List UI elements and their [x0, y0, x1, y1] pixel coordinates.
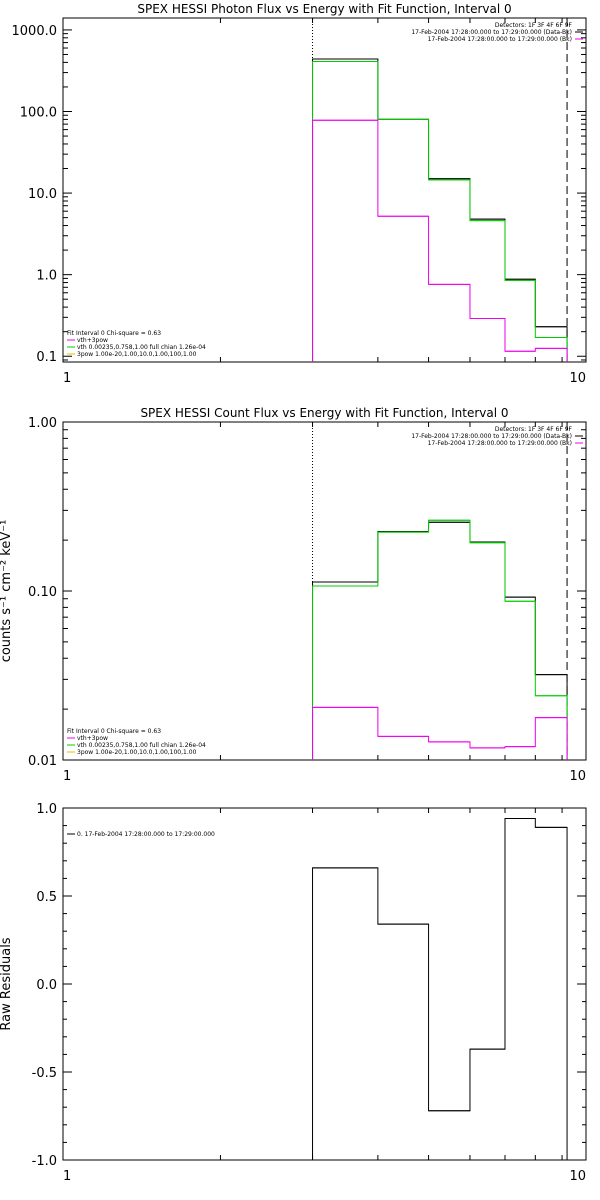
legend-entry: 17-Feb-2004 17:28:00.000 to 17:29:00.000… — [428, 36, 572, 43]
series-2 — [312, 119, 568, 362]
y-tick-label: -1.0 — [32, 1154, 57, 1169]
panel-2: SPEX HESSI Count Flux vs Energy with Fit… — [0, 406, 587, 784]
y-tick-label: 100.0 — [20, 106, 57, 121]
y-tick-label: 1.00 — [28, 416, 57, 431]
series-step-line — [312, 706, 568, 760]
legend-bottom-left: Fit Interval 0 Chi-square = 0.63vth+3pow… — [67, 728, 206, 756]
x-tick-label: 10 — [569, 769, 586, 784]
plot-frame — [62, 807, 587, 1161]
x-tick-label: 10 — [569, 1169, 586, 1184]
series-1 — [312, 61, 568, 362]
series-step-line — [312, 521, 568, 760]
y-tick-label: -0.5 — [32, 1066, 57, 1081]
series-0 — [312, 58, 568, 362]
y-tick-label: 1000.0 — [12, 24, 58, 39]
x-tick-label: 1 — [63, 769, 71, 784]
y-tick-label: 0.10 — [28, 585, 57, 600]
legend-entry: 17-Feb-2004 17:28:00.000 to 17:29:00.000… — [411, 433, 572, 440]
legend-entry: vth+3pow — [77, 735, 108, 742]
series-0 — [312, 818, 568, 1160]
legend-upper-left: 0. 17-Feb-2004 17:28:00.000 to 17:29:00.… — [67, 831, 215, 838]
panel-3: Raw Residuals 1 10 -1.0 -0.5 0.0 0.5 1.0 0. 17-F… — [0, 802, 587, 1184]
y-tick-label: 10.0 — [28, 187, 57, 202]
y-tick-label: 1.0 — [36, 269, 57, 284]
y-axis-label: Raw Residuals — [0, 937, 14, 1030]
chart-title: SPEX HESSI Count Flux vs Energy with Fit… — [140, 406, 508, 420]
series-1 — [312, 519, 568, 760]
y-tick-label: 0.0 — [36, 978, 57, 993]
series-step-line — [312, 61, 568, 362]
x-tick-label: 1 — [63, 1169, 71, 1184]
legend-entry: 3pow 1.00e-20,1.00,10.0,1.00,100,1.00 — [77, 351, 197, 358]
y-tick-label: 1.0 — [36, 802, 57, 817]
series-step-line — [312, 119, 568, 362]
series-0 — [312, 521, 568, 760]
series-step-line — [312, 519, 568, 760]
chart-title: SPEX HESSI Photon Flux vs Energy with Fi… — [137, 2, 511, 16]
x-tick-label: 1 — [63, 371, 71, 386]
legend-entry: vth+3pow — [77, 337, 108, 344]
panel-1: SPEX HESSI Photon Flux vs Energy with Fi… — [12, 2, 587, 386]
legend-entry: Detectors: 1F 3F 4F 6F 9F — [495, 22, 573, 29]
series-step-line — [312, 818, 568, 1160]
series-2 — [312, 706, 568, 760]
legend-entry: 3pow 1.00e-20,1.00,10.0,1.00,100,1.00 — [77, 749, 197, 756]
y-tick-label: 0.01 — [28, 754, 57, 769]
y-axis-label: counts s⁻¹ cm⁻² keV⁻¹ — [0, 520, 14, 663]
legend-entry: vth 0.00235,0.758,1.00 full chian 1.26e-… — [77, 742, 206, 749]
y-tick-label: 0.1 — [36, 350, 57, 365]
legend-entry: Detectors: 1F 3F 4F 6F 9F — [495, 426, 573, 433]
legend-entry: 0. 17-Feb-2004 17:28:00.000 to 17:29:00.… — [77, 831, 215, 838]
legend-entry: 17-Feb-2004 17:28:00.000 to 17:29:00.000… — [428, 440, 572, 447]
series-step-line — [312, 58, 568, 362]
plot-frame — [62, 421, 587, 761]
plot-frame — [62, 17, 587, 363]
x-tick-label: 10 — [569, 371, 586, 386]
legend-entry: 17-Feb-2004 17:28:00.000 to 17:29:00.000… — [411, 29, 572, 36]
legend-entry: Fit Interval 0 Chi-square = 0.63 — [67, 330, 161, 337]
legend-entry: Fit Interval 0 Chi-square = 0.63 — [67, 728, 161, 735]
legend-entry: vth 0.00235,0.758,1.00 full chian 1.26e-… — [77, 344, 206, 351]
legend-bottom-left: Fit Interval 0 Chi-square = 0.63vth+3pow… — [67, 330, 206, 358]
y-tick-label: 0.5 — [36, 890, 57, 905]
